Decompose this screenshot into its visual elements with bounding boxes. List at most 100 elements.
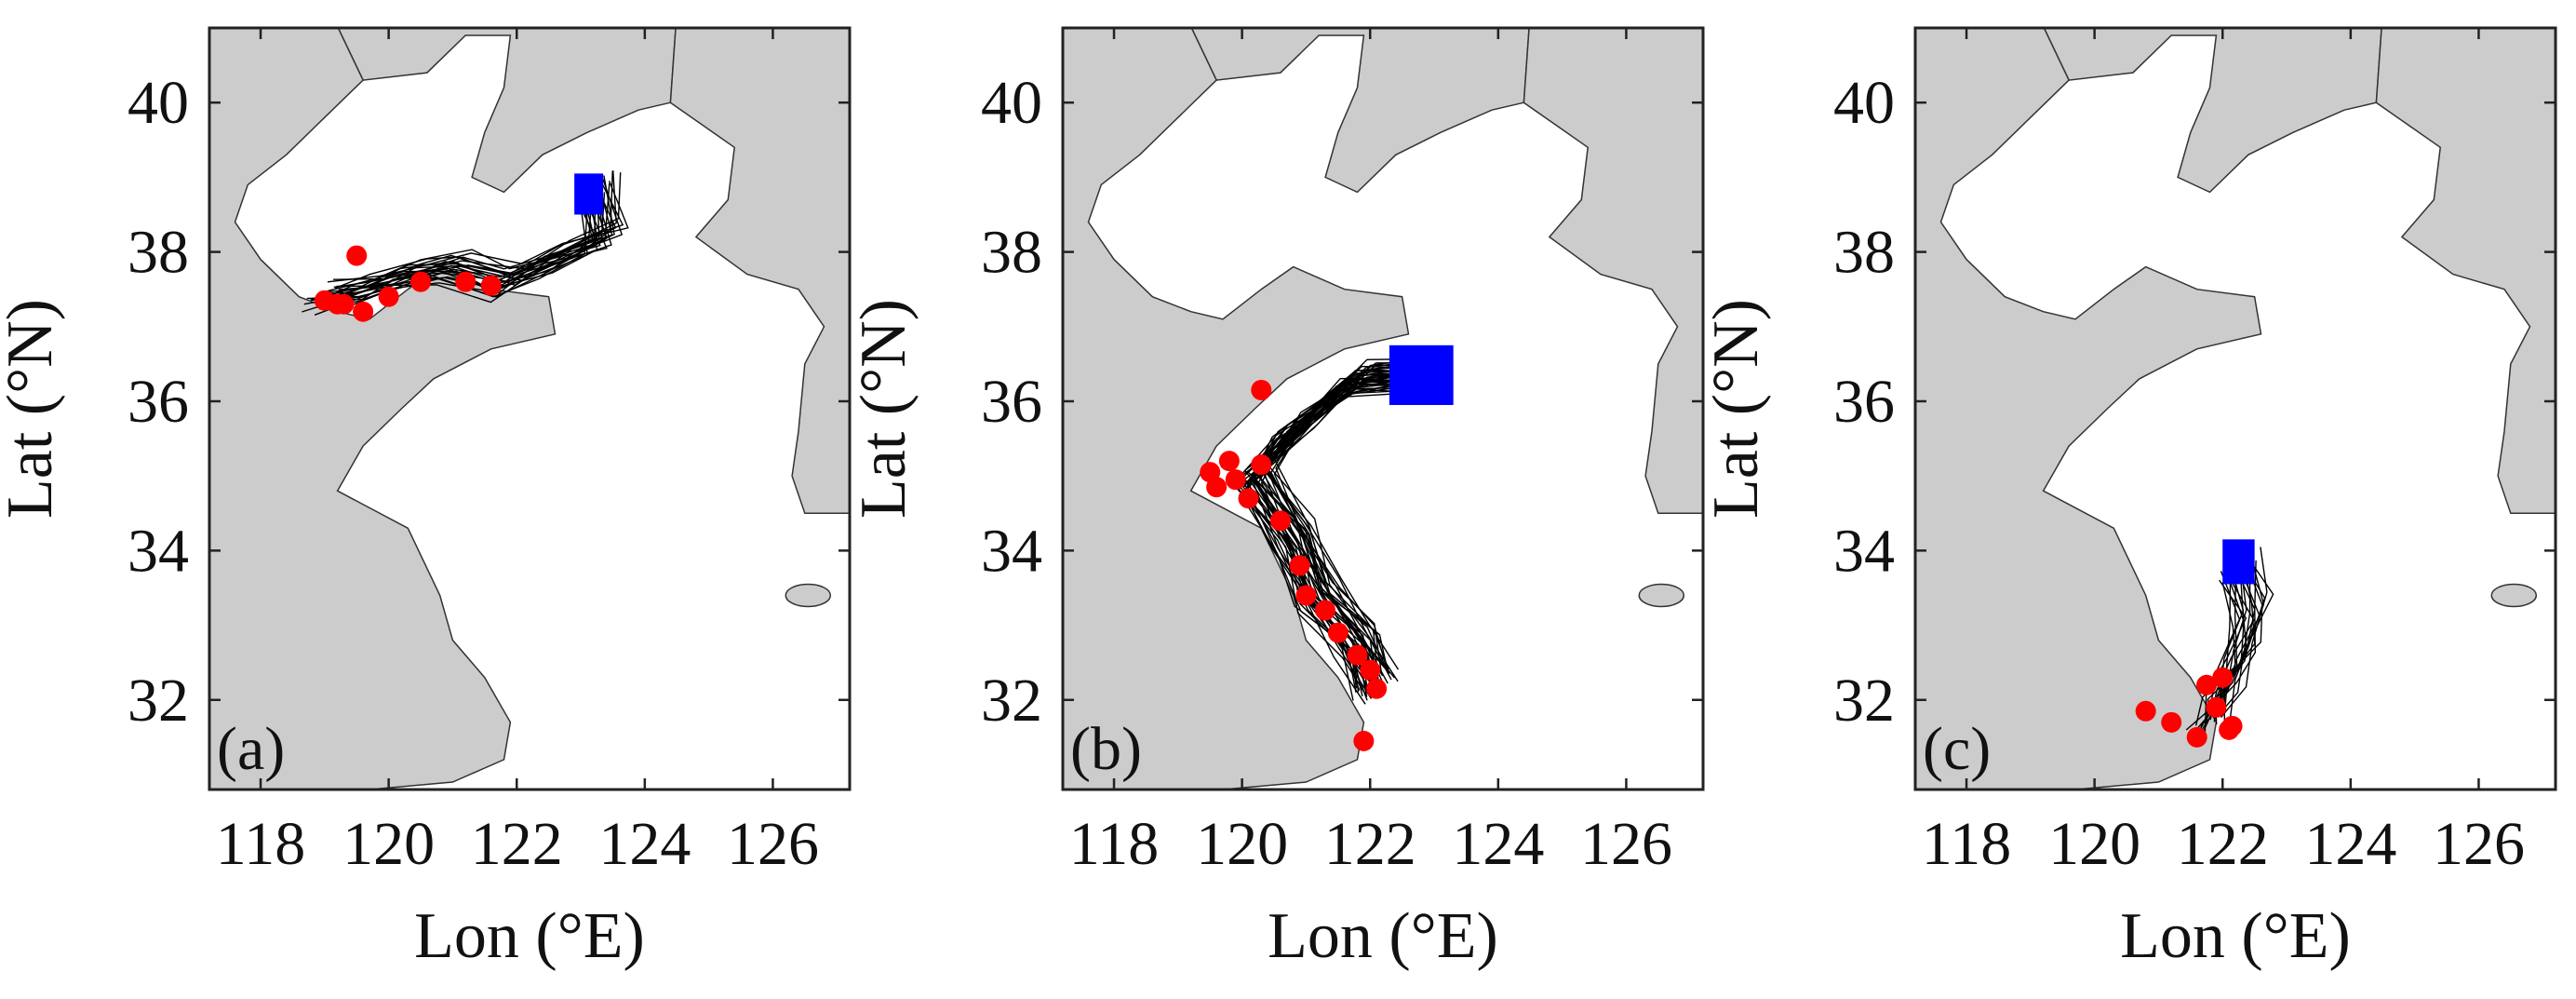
x-tick-label: 124 bbox=[1452, 810, 1544, 878]
trajectory-line bbox=[334, 170, 613, 290]
x-tick-label: 122 bbox=[471, 810, 563, 878]
land-group bbox=[209, 28, 850, 790]
x-tick-label: 126 bbox=[1580, 810, 1672, 878]
y-tick-label: 40 bbox=[127, 69, 189, 137]
release-area-marker bbox=[2222, 539, 2255, 585]
y-axis-title: Lat (°N) bbox=[848, 299, 919, 519]
panel-label: (c) bbox=[1923, 715, 1991, 783]
panel-label: (b) bbox=[1070, 715, 1142, 783]
y-tick-label: 36 bbox=[1833, 368, 1895, 436]
endpoint-marker bbox=[346, 245, 368, 266]
endpoint-marker bbox=[1225, 469, 1246, 491]
island bbox=[785, 583, 832, 608]
endpoint-marker bbox=[2206, 696, 2227, 718]
island bbox=[2490, 583, 2538, 608]
land-polygon bbox=[2375, 28, 2556, 515]
release-area-marker bbox=[1389, 344, 1454, 405]
trajectory-line bbox=[344, 179, 624, 295]
endpoint-marker bbox=[1269, 510, 1291, 532]
land-polygon bbox=[1915, 28, 2262, 790]
panel-c: 118 120 122 124 126 32 34 36 38 40 Lon (°E) Lat (°N… bbox=[1700, 26, 2557, 972]
endpoint-marker bbox=[410, 271, 432, 292]
axes-frame bbox=[1061, 26, 1705, 791]
endpoint-marker bbox=[2135, 700, 2156, 722]
endpoint-marker bbox=[2196, 674, 2218, 695]
endpoint-marker bbox=[2212, 667, 2234, 688]
x-axis-title: Lon (°E) bbox=[1268, 900, 1498, 972]
trajectory-line bbox=[338, 181, 629, 290]
trajectory-line bbox=[2224, 563, 2263, 709]
y-tick-label: 32 bbox=[1833, 667, 1895, 735]
land-polygon bbox=[669, 28, 850, 515]
y-tick-label: 36 bbox=[127, 368, 189, 436]
trajectory-line bbox=[1264, 373, 1435, 683]
x-tick-label: 122 bbox=[1324, 810, 1416, 878]
x-tick-label: 118 bbox=[1069, 810, 1160, 878]
y-tick-label: 32 bbox=[127, 667, 189, 735]
y-tick-label: 34 bbox=[1833, 517, 1895, 585]
x-tick-label: 126 bbox=[727, 810, 819, 878]
trajectory-line bbox=[2220, 547, 2268, 718]
y-tick-label: 40 bbox=[1833, 69, 1895, 137]
panel-b: 118 120 122 124 126 32 34 36 38 40 Lon (°E) Lat (°N… bbox=[848, 26, 1705, 972]
y-axis-title: Lat (°N) bbox=[1700, 299, 1772, 519]
trajectory-line bbox=[1264, 355, 1436, 670]
trajectory-line bbox=[2230, 556, 2274, 717]
trajectory-line bbox=[323, 175, 615, 293]
x-tick-label: 120 bbox=[1196, 810, 1288, 878]
x-tick-label: 120 bbox=[2048, 810, 2140, 878]
land-polygon bbox=[337, 28, 677, 194]
land-polygon bbox=[1063, 28, 1410, 790]
y-tick-label: 34 bbox=[981, 517, 1042, 585]
endpoint-marker bbox=[2161, 711, 2182, 733]
endpoint-marker bbox=[455, 271, 476, 292]
trajectory-line bbox=[1273, 358, 1442, 672]
endpoint-marker bbox=[1218, 451, 1240, 472]
endpoint-marker bbox=[1315, 600, 1336, 621]
endpoint-marker bbox=[1366, 678, 1388, 699]
endpoint-marker bbox=[1251, 454, 1272, 476]
land-polygon bbox=[1190, 28, 1530, 194]
endpoint-marker bbox=[1289, 555, 1310, 576]
x-tick-label: 122 bbox=[2177, 810, 2269, 878]
panel-label: (a) bbox=[217, 715, 285, 783]
endpoint-marker bbox=[1360, 659, 1381, 681]
trajectory-line bbox=[1265, 375, 1429, 689]
endpoint-marker bbox=[480, 275, 502, 296]
x-axis-title: Lon (°E) bbox=[414, 900, 645, 972]
x-tick-label: 118 bbox=[216, 810, 306, 878]
endpoint-marker bbox=[1327, 622, 1348, 643]
land-polygon bbox=[209, 28, 557, 790]
land-polygon bbox=[2043, 28, 2382, 194]
y-tick-label: 38 bbox=[127, 219, 189, 287]
trajectory-line bbox=[2212, 560, 2257, 709]
land-polygon bbox=[1523, 28, 1703, 515]
x-tick-label: 124 bbox=[598, 810, 691, 878]
release-area-marker bbox=[574, 173, 604, 215]
trajectory-line bbox=[2205, 570, 2251, 715]
y-tick-label: 36 bbox=[981, 368, 1042, 436]
y-tick-label: 34 bbox=[127, 517, 189, 585]
endpoint-marker bbox=[1238, 488, 1259, 509]
y-tick-label: 40 bbox=[981, 69, 1042, 137]
endpoint-marker bbox=[2186, 726, 2207, 748]
endpoint-marker bbox=[353, 301, 374, 322]
trajectory-line bbox=[2217, 552, 2265, 717]
trajectory-line bbox=[2213, 565, 2261, 715]
trajectory-group bbox=[1232, 355, 1445, 705]
y-tick-label: 38 bbox=[981, 219, 1042, 287]
endpoint-marker bbox=[1251, 379, 1272, 400]
endpoint-marker bbox=[1295, 585, 1317, 606]
island bbox=[1638, 583, 1685, 608]
y-tick-label: 38 bbox=[1833, 219, 1895, 287]
x-tick-label: 120 bbox=[342, 810, 435, 878]
x-tick-label: 126 bbox=[2433, 810, 2525, 878]
x-axis-title: Lon (°E) bbox=[2120, 900, 2351, 972]
endpoint-marker bbox=[327, 293, 348, 315]
endpoint-marker bbox=[2219, 719, 2240, 740]
endpoint-marker bbox=[1353, 730, 1375, 751]
trajectory-line bbox=[333, 172, 622, 280]
trajectory-line bbox=[2204, 579, 2247, 733]
axes-frame bbox=[208, 26, 852, 791]
